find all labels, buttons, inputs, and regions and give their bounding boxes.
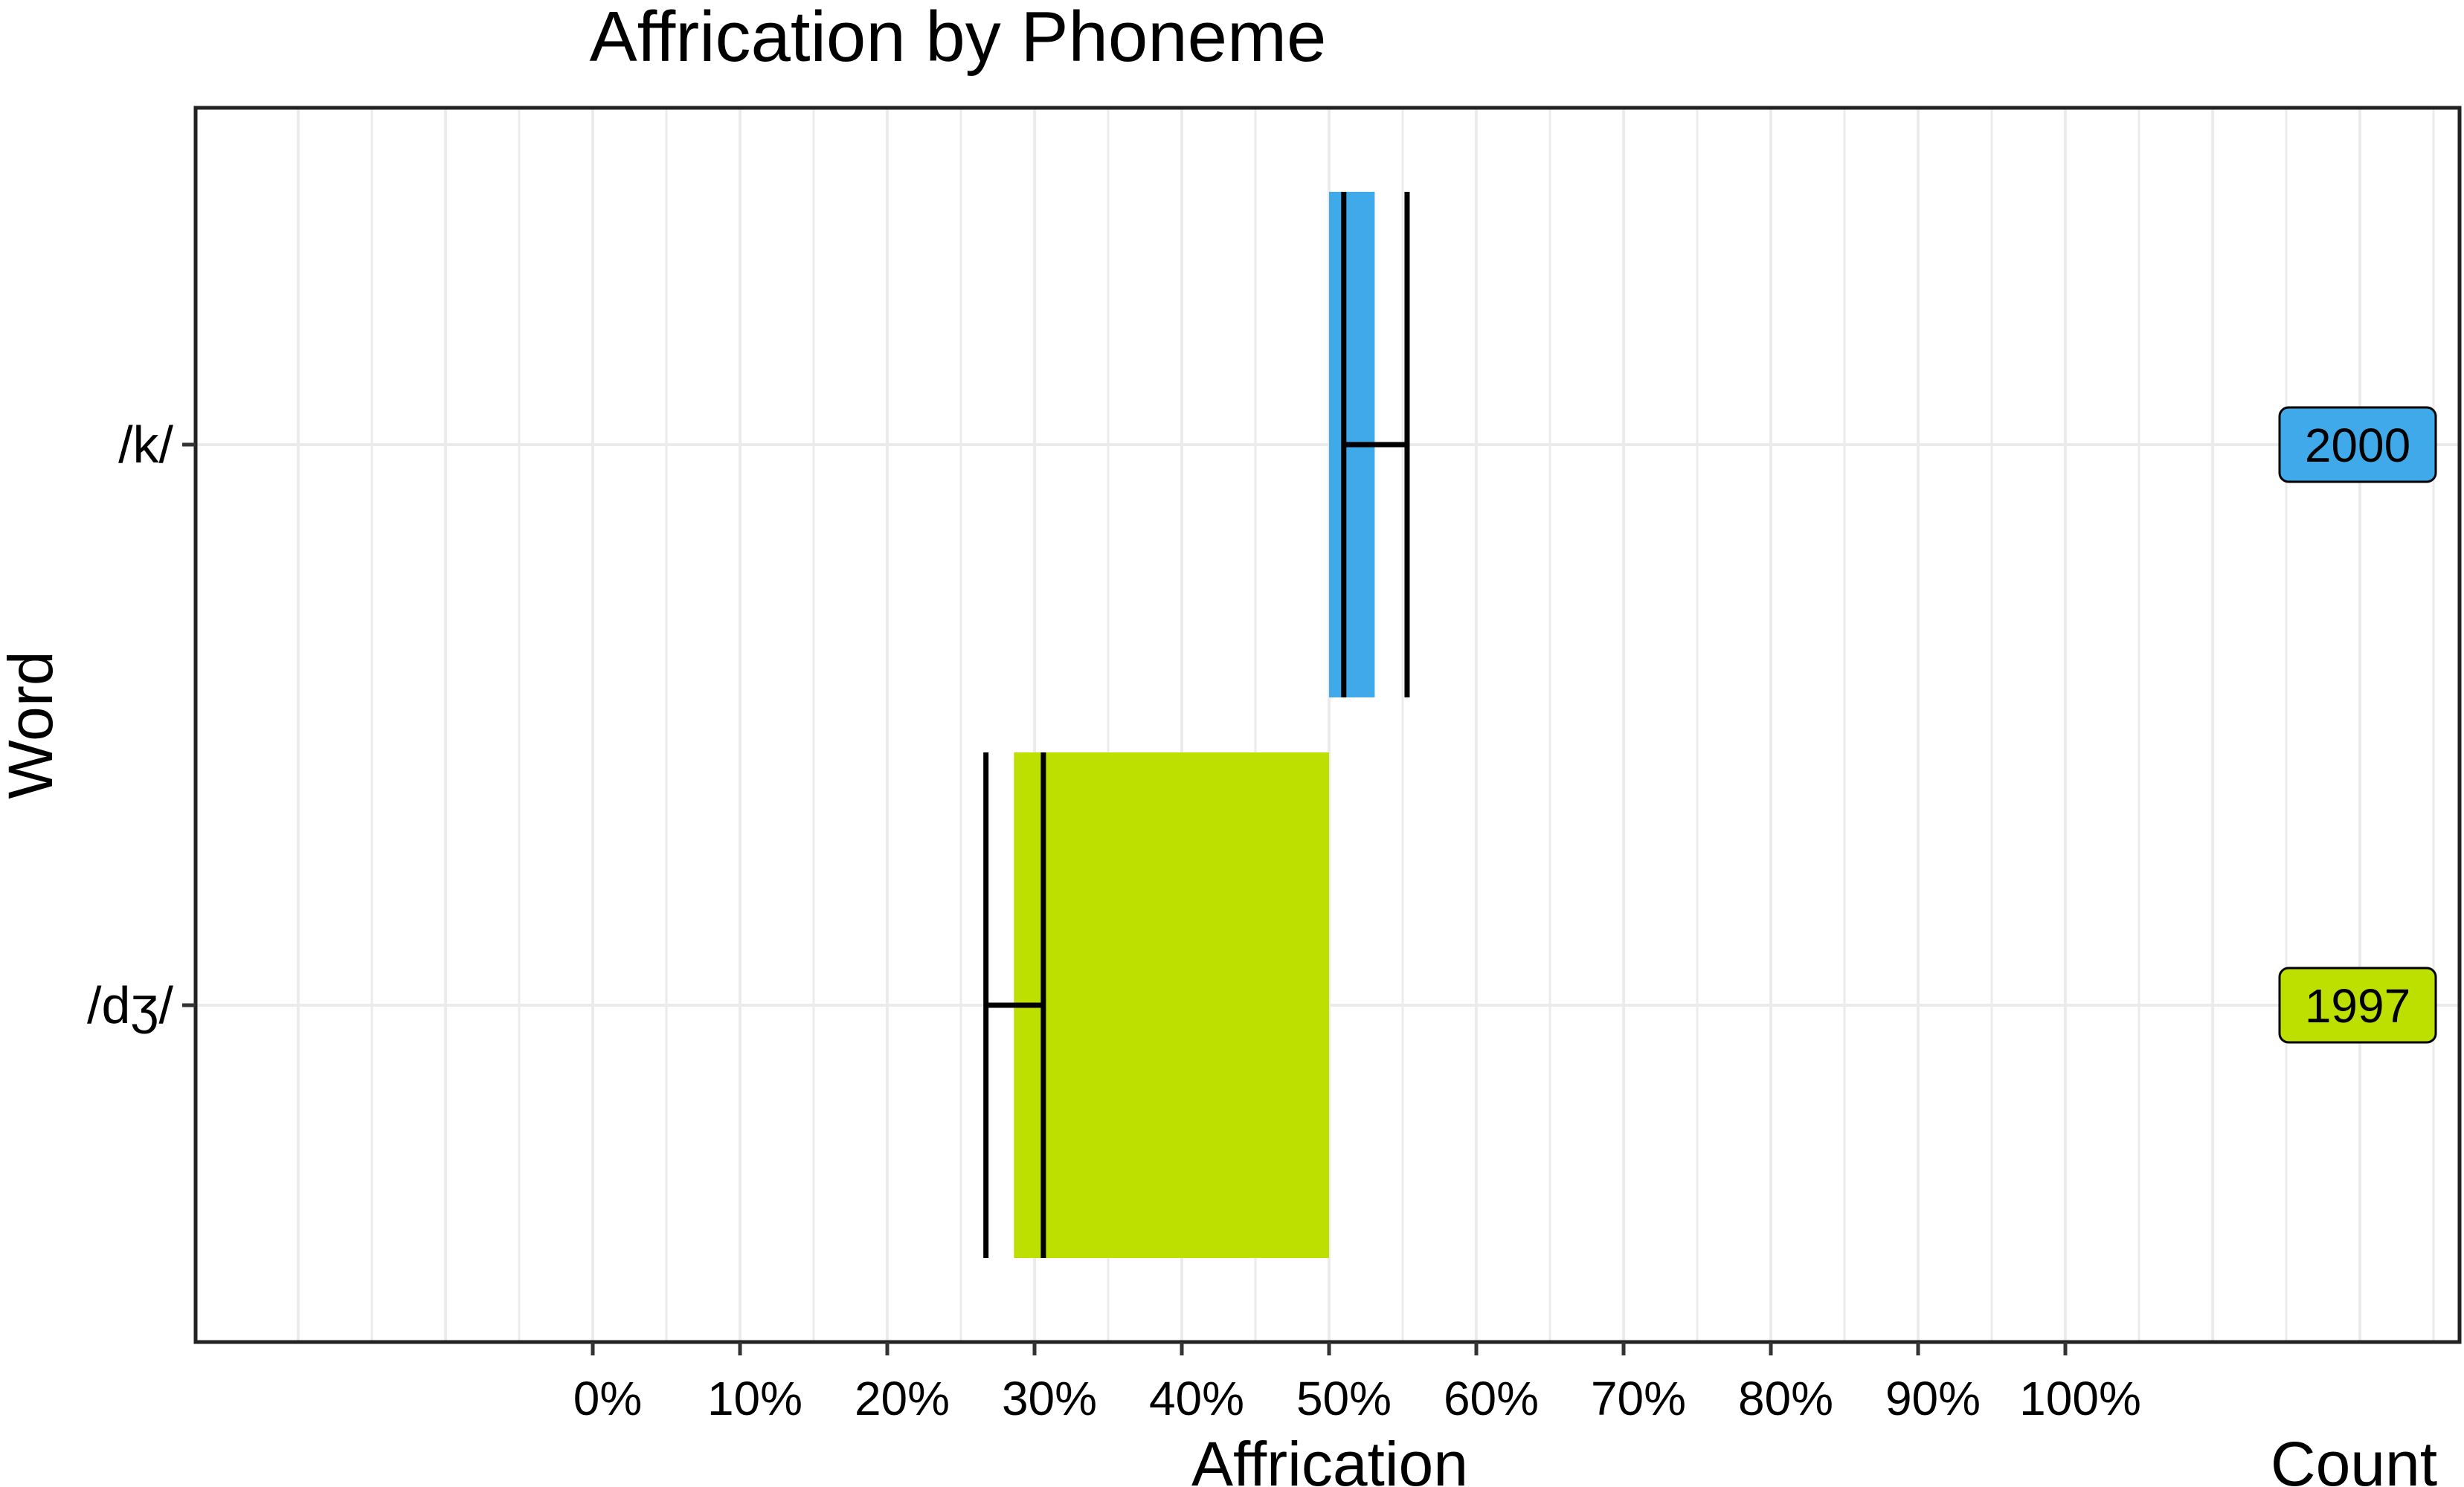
bar (1014, 752, 1329, 1258)
y-tick-label: /k/ (118, 416, 173, 474)
y-axis-title: Word (0, 651, 65, 799)
x-tick-label: 20% (855, 1372, 950, 1425)
x-tick-label: 90% (1885, 1372, 1981, 1425)
bars (1014, 192, 1375, 1258)
x-tick-label: 0% (573, 1372, 643, 1425)
count-axis-title: Count (2271, 1429, 2437, 1487)
x-axis: 0% 10% 20% 30% 40% 50% 60% 70% 80% 90% 100% (573, 1342, 2141, 1425)
count-label-box (2278, 406, 2437, 483)
x-tick-label: 80% (1738, 1372, 1833, 1425)
error-bars (983, 192, 1410, 1258)
x-tick-label: 50% (1296, 1372, 1392, 1425)
x-axis-title: Affrication (1191, 1429, 1468, 1487)
x-tick-label: 100% (2019, 1372, 2141, 1425)
y-tick-label: /dʒ/ (87, 976, 174, 1034)
count-labels: 2000 1997 (2278, 406, 2437, 1044)
x-tick-label: 60% (1444, 1372, 1539, 1425)
x-tick-label: 30% (1002, 1372, 1097, 1425)
x-tick-label: 70% (1591, 1372, 1686, 1425)
x-tick-label: 40% (1149, 1372, 1244, 1425)
x-tick-label: 10% (707, 1372, 802, 1425)
count-label-box (2278, 967, 2437, 1044)
y-axis: /k/ /dʒ/ (87, 416, 196, 1034)
count-label: 1997 (2305, 979, 2410, 1033)
count-label: 2000 (2305, 419, 2410, 472)
chart-title: Affrication by Phoneme (590, 0, 1327, 77)
